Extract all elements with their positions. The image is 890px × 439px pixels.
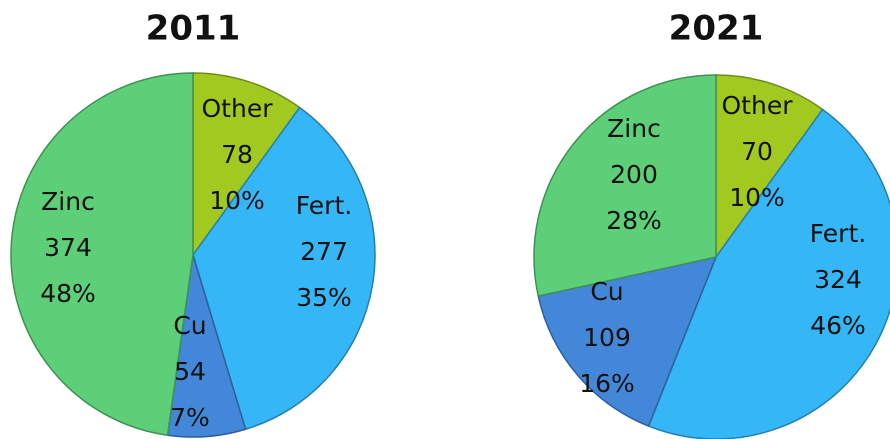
slice-percent: 10%: [729, 183, 785, 212]
slice-value: 324: [814, 265, 862, 294]
slice-value: 374: [44, 233, 92, 262]
slice-name: Fert.: [810, 219, 866, 248]
slice-percent: 35%: [296, 283, 352, 312]
slice-value: 70: [741, 137, 773, 166]
slice-percent: 28%: [606, 206, 662, 235]
pie-slice: [192, 106, 376, 431]
pie-slice: [537, 255, 718, 428]
slice-name: Zinc: [607, 114, 661, 143]
slice-value: 200: [610, 160, 658, 189]
slice-value: 54: [174, 357, 206, 386]
pie-slice: [715, 74, 824, 260]
slice-percent: 16%: [579, 369, 635, 398]
slice-value: 277: [300, 237, 348, 266]
slice-name: Other: [722, 91, 794, 120]
slice-value: 78: [221, 140, 253, 169]
slice-percent: 46%: [810, 311, 866, 340]
slice-name: Fert.: [296, 191, 352, 220]
pie-slice: [192, 72, 301, 258]
pie-slice: [10, 72, 194, 437]
slice-percent: 48%: [40, 279, 96, 308]
slice-percent: 7%: [170, 403, 210, 432]
slice-name: Cu: [590, 277, 623, 306]
chart-title: 2011: [146, 9, 241, 49]
slice-name: Cu: [173, 311, 206, 340]
chart-title: 2021: [669, 9, 764, 49]
slice-value: 109: [583, 323, 631, 352]
slice-name: Other: [202, 94, 274, 123]
slice-percent: 10%: [209, 186, 265, 215]
pie-slice: [533, 74, 717, 298]
slice-name: Zinc: [41, 187, 95, 216]
